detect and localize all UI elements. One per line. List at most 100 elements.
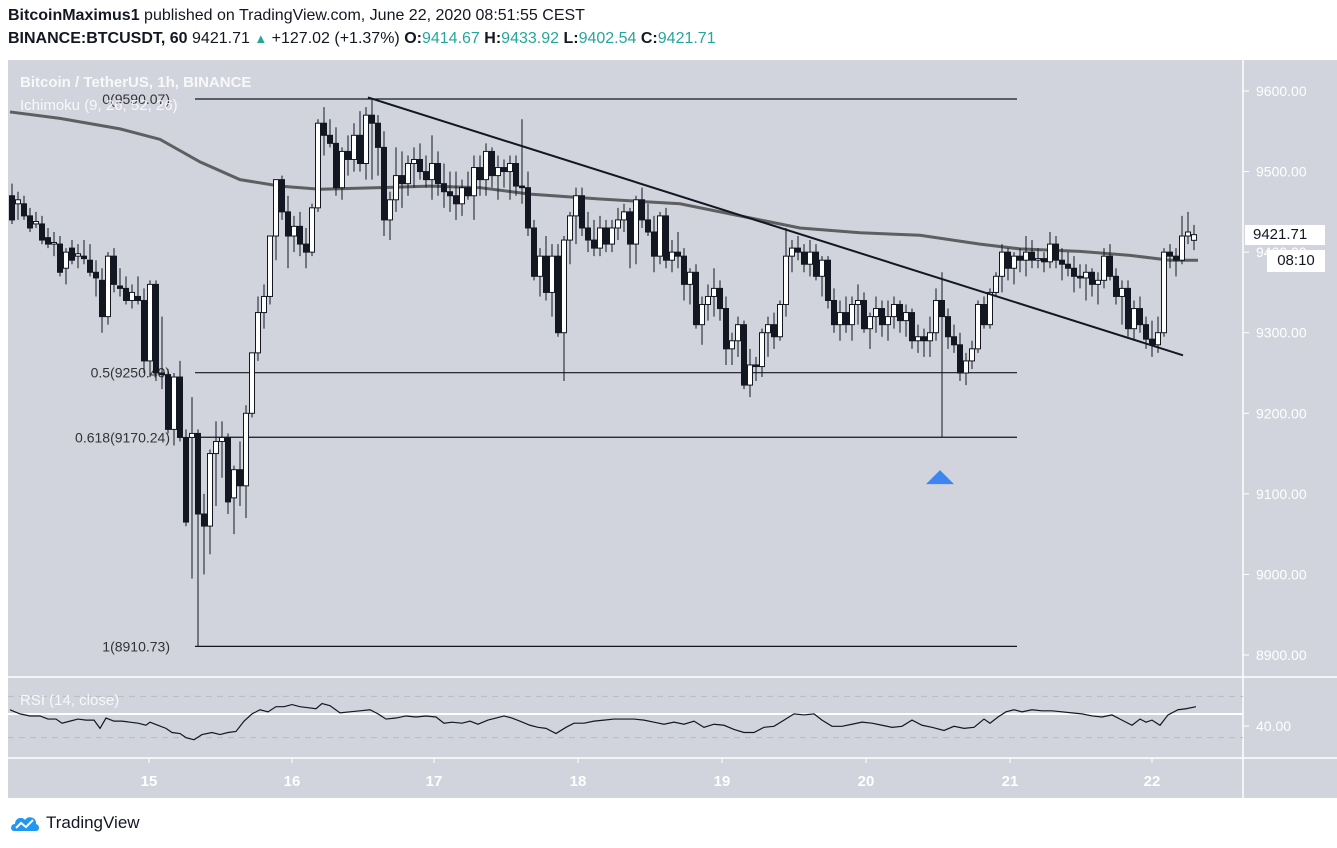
candle-body (657, 215, 663, 257)
candle-body (255, 312, 261, 354)
candle-body (147, 283, 153, 362)
triangle-marker-icon (926, 470, 954, 485)
up-arrow-icon: ▲ (254, 31, 268, 46)
trendline[interactable] (367, 96, 1184, 357)
candle-body (537, 255, 543, 277)
candle-body (411, 158, 417, 165)
candle-body (1167, 251, 1173, 257)
candle-body (639, 199, 645, 221)
last-price-tag: 9421.71 (1245, 225, 1325, 245)
candle-body (1173, 255, 1179, 261)
rsi-legend[interactable]: RSI (14, close) (20, 692, 120, 709)
candle-body (831, 299, 837, 326)
author-name[interactable]: BitcoinMaximus1 (8, 7, 140, 24)
candle-body (1053, 243, 1059, 261)
candle-body (759, 332, 765, 368)
candle-body (1185, 231, 1191, 237)
candle-body (921, 336, 927, 342)
marker-triangle (926, 470, 954, 485)
candle-body (219, 436, 225, 442)
trendline-path (367, 96, 1184, 357)
candle-body (507, 163, 513, 173)
candle-body (1131, 308, 1137, 330)
candle-body (1179, 235, 1185, 261)
candle-body (279, 179, 285, 213)
candle-body (135, 295, 141, 301)
tradingview-logo-icon (11, 817, 39, 831)
candle-body (291, 225, 297, 237)
candle-body (579, 195, 585, 229)
candle-body (237, 469, 243, 487)
candle-body (663, 215, 669, 261)
candle-body (51, 241, 57, 245)
candle-body (1161, 251, 1167, 334)
candle-body (783, 255, 789, 306)
candle-body (339, 150, 345, 189)
low-label: L: (563, 30, 579, 47)
candle-body (993, 275, 999, 293)
candle-body (915, 336, 921, 342)
candle-body (87, 259, 93, 273)
candle-body (621, 211, 627, 221)
candle-body (273, 179, 279, 237)
candle-body (465, 187, 471, 197)
candle-body (645, 219, 651, 233)
indicator-legend[interactable]: Ichimoku (9, 26, 52, 26) (20, 97, 178, 114)
candle-body (729, 340, 735, 350)
candle-body (267, 235, 273, 297)
candle-body (717, 287, 723, 310)
candle-body (321, 122, 327, 136)
rsi-pane: 40.00 (8, 695, 1291, 741)
candle-body (903, 312, 909, 322)
candle-body (741, 324, 747, 386)
candle-body (39, 223, 45, 241)
tradingview-brand[interactable]: TradingView (10, 813, 140, 833)
candle-body (1137, 308, 1143, 326)
price-tick-label: 9600.00 (1256, 83, 1307, 99)
candle-body (153, 283, 159, 374)
time-tick-label: 21 (1002, 773, 1019, 790)
candle-body (981, 304, 987, 326)
price-tick-label: 9500.00 (1256, 164, 1307, 180)
candle-body (489, 150, 495, 177)
candle-body (801, 251, 807, 265)
candle-body (249, 352, 255, 414)
price-tick-label: 9000.00 (1256, 566, 1307, 582)
candle-body (861, 299, 867, 330)
candle-body (369, 114, 375, 124)
candle-body (909, 312, 915, 342)
candle-body (603, 227, 609, 245)
countdown-tag: 08:10 (1267, 250, 1325, 272)
candle-body (453, 195, 459, 205)
candle-body (789, 247, 795, 257)
rsi-line (9, 702, 1197, 741)
candle-body (27, 215, 33, 229)
time-axis[interactable]: 15 16 17 18 19 20 21 22 (141, 758, 1161, 790)
candle-body (825, 259, 831, 301)
candle-body (33, 221, 39, 225)
price-tick-label: 9200.00 (1256, 405, 1307, 421)
published-text: published on TradingView.com, June 22, 2… (139, 7, 585, 24)
candle-body (1029, 251, 1035, 261)
candle-body (261, 295, 267, 314)
candle-body (201, 513, 207, 527)
candle-body (867, 316, 873, 330)
fib-level-label: 0.618(9170.24) (75, 429, 170, 445)
candle-body (1089, 271, 1095, 285)
candle-body (423, 171, 429, 181)
candle-body (225, 436, 231, 503)
time-tick-label: 18 (570, 773, 587, 790)
candle-body (1083, 271, 1089, 279)
fib-retracement[interactable]: 0(9590.07)0.5(9250.40)0.618(9170.24)1(89… (75, 91, 1017, 654)
candle-body (765, 324, 771, 334)
last-price: 9421.71 (192, 30, 250, 47)
candle-body (723, 308, 729, 350)
candle-body (105, 255, 111, 318)
candle-body (63, 251, 69, 269)
candle-body (813, 251, 819, 277)
candle-body (111, 255, 117, 285)
candle-body (231, 469, 237, 499)
candle-body (303, 243, 309, 253)
candle-body (393, 175, 399, 201)
